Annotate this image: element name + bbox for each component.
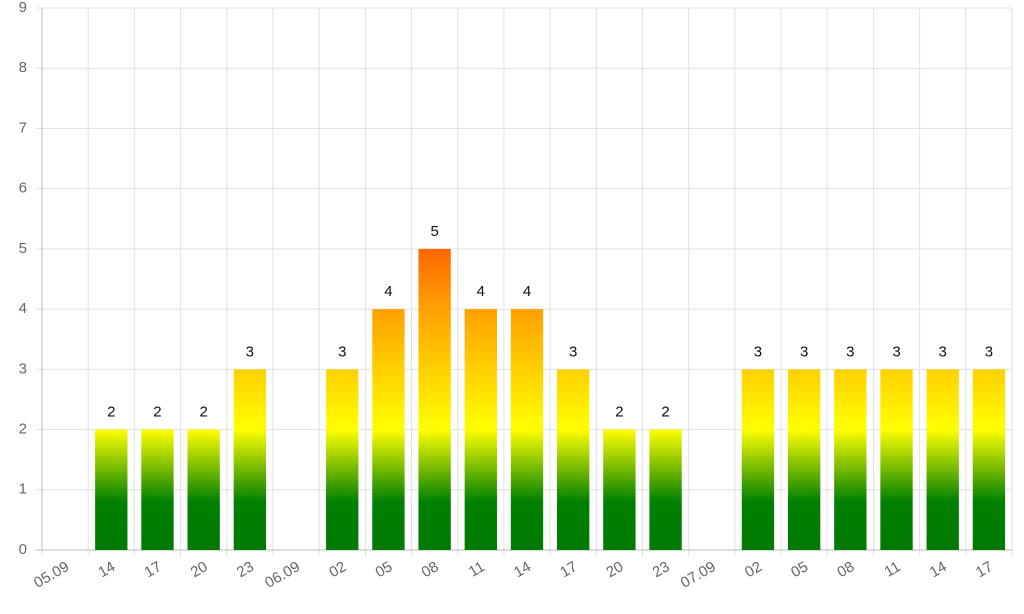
x-tick-label: 11 [466,558,488,581]
bar [187,429,220,550]
bar [326,369,359,550]
y-tick-label: 7 [19,119,27,136]
x-tick-label: 02 [326,558,349,581]
bar [649,429,682,550]
y-tick-label: 5 [19,240,27,257]
value-label: 3 [754,343,762,360]
value-label: 3 [246,343,254,360]
value-label: 2 [661,404,669,421]
bar [834,369,867,550]
bar [603,429,636,550]
value-label: 4 [477,283,485,300]
x-tick-label: 05.09 [31,558,72,591]
y-tick-label: 4 [19,300,27,317]
value-label: 4 [523,283,531,300]
x-tick-label: 14 [511,558,534,581]
value-label: 3 [338,343,346,360]
value-label: 3 [800,343,808,360]
bar [464,309,497,550]
x-tick-label: 17 [142,558,165,581]
value-label: 2 [199,404,207,421]
y-tick-label: 8 [19,59,27,76]
bar [741,369,775,550]
x-tick-label: 14 [927,558,950,581]
x-tick-label: 23 [650,558,673,581]
x-tick-label: 20 [188,558,211,581]
value-label: 3 [846,343,854,360]
x-tick-label: 11 [882,558,904,581]
x-tick-label: 20 [603,558,626,581]
bar [418,248,451,550]
y-tick-label: 1 [19,481,27,498]
y-tick-label: 9 [19,0,27,16]
y-tick-label: 2 [19,421,27,438]
x-tick-label: 05 [788,558,811,581]
y-tick-label: 6 [19,180,27,197]
x-tick-label: 08 [834,558,857,581]
x-tick-label: 23 [234,558,257,581]
y-tick-label: 0 [19,541,27,558]
x-tick-label: 07.09 [678,558,719,591]
bar [787,369,821,550]
bar [95,429,128,550]
value-label: 4 [384,283,392,300]
value-label: 5 [430,223,438,240]
x-tick-label: 05 [372,558,395,581]
value-label: 3 [939,343,947,360]
value-label: 3 [985,343,993,360]
value-label: 2 [615,404,623,421]
value-label: 3 [569,343,577,360]
y-tick-label: 3 [19,360,27,377]
value-label: 2 [153,404,161,421]
x-tick-label: 02 [742,558,765,581]
value-label: 2 [107,404,115,421]
bar [233,369,267,550]
bar [372,309,405,550]
bar [972,369,1006,550]
bar [141,429,174,550]
x-tick-label: 17 [973,558,996,581]
x-tick-label: 06.09 [262,558,303,591]
x-tick-label: 14 [95,558,118,581]
x-tick-label: 17 [557,558,580,581]
bar [926,369,959,550]
bar [557,369,590,550]
x-tick-label: 08 [419,558,442,581]
value-label: 3 [892,343,900,360]
bar [510,309,544,550]
bar [880,369,913,550]
